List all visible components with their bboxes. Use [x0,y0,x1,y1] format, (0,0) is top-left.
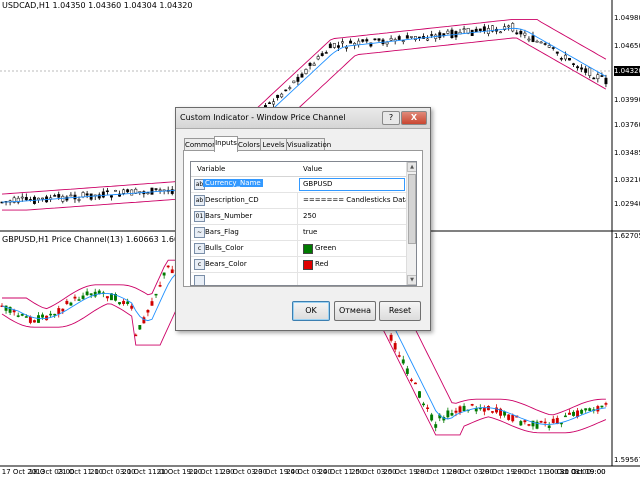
param-row-bulls-color[interactable]: c Bulls_Color Green [191,241,406,257]
time-axis-label: 21 Oct 03:00 [90,468,136,476]
dialog-titlebar[interactable]: Custom Indicator - Window Price Channel … [176,108,430,129]
param-variable: Currency_Name [203,179,263,187]
param-value[interactable]: 250 [303,212,317,220]
top-axis-price-label: 1.03990 [614,96,640,104]
param-row-currency-name[interactable]: ab Currency_Name GBPUSD [191,177,406,193]
param-value[interactable]: true [303,228,318,236]
time-axis-label: 24 Oct 03:00 [286,468,332,476]
param-row-partial[interactable] [191,273,406,285]
param-variable: Bears_Color [205,260,247,268]
color-icon: c [194,243,205,254]
time-axis-label: 23 Oct 03:00 [221,468,268,476]
param-row-bears-color[interactable]: c Bears_Color Red [191,257,406,273]
bottom-axis-min-label: 1.59567 [614,456,640,464]
param-value[interactable]: Red [315,260,329,268]
time-axis-label: 28 Oct 11:00 [415,468,462,476]
top-axis-price-label: 1.04650 [614,42,640,50]
time-axis-label: 25 Oct 03:00 [351,468,397,476]
inputs-panel: Variable Value ab Currency_Name GBPUSD a… [183,150,423,287]
ok-button[interactable]: OK [292,301,330,321]
top-chart-label: USDCAD,H1 1.04350 1.04360 1.04304 1.0432… [2,1,193,10]
time-axis-label: 21 Oct 19:00 [156,468,203,476]
time-axis-label: 22 Oct 11:00 [189,468,235,476]
param-row-description-cd[interactable]: ab Description_CD ======= Candlesticks D… [191,193,416,209]
time-axis-label: 17 Oct 2013 [1,468,46,476]
param-value[interactable]: ======= Candlesticks Data ======= [303,196,416,204]
bool-icon: ~ [194,227,205,238]
time-axis-label: 25 Oct 19:00 [383,468,430,476]
green-color-swatch [303,244,313,254]
param-variable: Bars_Flag [205,228,239,236]
dialog-title: Custom Indicator - Window Price Channel [180,113,346,122]
param-value-editor[interactable] [299,178,405,191]
time-axis-label: 31 Oct 19:00 [560,468,606,476]
time-axis-label: 28 Oct 19:00 [480,468,527,476]
param-variable: Bulls_Color [205,244,244,252]
inputs-grid: Variable Value ab Currency_Name GBPUSD a… [190,161,417,286]
close-button[interactable]: X [401,111,427,125]
abc-icon: ab [194,195,205,206]
time-axis-label: 30 Oct 03:00 [545,468,592,476]
top-axis-price-label: 1.03485 [614,149,640,157]
integer-icon: 01 [194,211,205,222]
top-axis-price-label: 1.04980 [614,14,640,22]
current-price-tag: 1.04320 [614,66,640,76]
help-button[interactable]: ? [382,111,400,125]
grid-header: Variable Value [191,162,406,177]
grid-scrollbar[interactable]: ▲ ▼ [406,162,416,285]
time-axis-label: 21 Oct 11:00 [57,468,104,476]
tab-visualization[interactable]: Visualization [286,138,331,151]
time-axis-label: 28 Oct 03:00 [448,468,494,476]
param-row-bars-flag[interactable]: ~ Bars_Flag true [191,225,406,241]
tab-inputs[interactable]: Inputs [214,136,238,152]
bottom-axis-max-label: 1.62705 [614,232,640,240]
color-icon: c [194,259,205,270]
bottom-chart-label: GBPUSD,H1 Price Channel(13) 1.60663 1.60… [2,235,230,244]
variable-column-header: Variable [197,165,226,173]
red-color-swatch [303,260,313,270]
time-axis-label: 23 Oct 19:00 [253,468,300,476]
cancel-button[interactable]: Отмена [334,301,376,321]
top-axis-price-label: 1.02940 [614,200,640,208]
color-icon [194,275,205,285]
top-axis-price-label: 1.03760 [614,121,640,129]
time-axis-label: 29 Oct 11:00 [513,468,559,476]
top-axis-price-label: 1.03210 [614,176,640,184]
scroll-thumb[interactable] [408,174,416,244]
scroll-up-icon[interactable]: ▲ [407,162,416,172]
param-variable: Bars_Number [205,212,253,220]
custom-indicator-dialog: Custom Indicator - Window Price Channel … [175,107,431,331]
value-column-header: Value [303,165,323,173]
param-row-bars-number[interactable]: 01 Bars_Number 250 [191,209,406,225]
param-value[interactable]: Green [315,244,337,252]
time-axis-label: 18 Oct 03:00 [28,468,75,476]
scroll-down-icon[interactable]: ▼ [407,275,416,285]
time-axis-label: 24 Oct 11:00 [318,468,365,476]
param-value[interactable]: GBPUSD [303,180,333,188]
time-axis-label: 21 Oct 11:00 [122,468,169,476]
time-axis-label: 30 Oct 19:00 [560,468,606,476]
param-variable: Description_CD [205,196,259,204]
reset-button[interactable]: Reset [379,301,421,321]
